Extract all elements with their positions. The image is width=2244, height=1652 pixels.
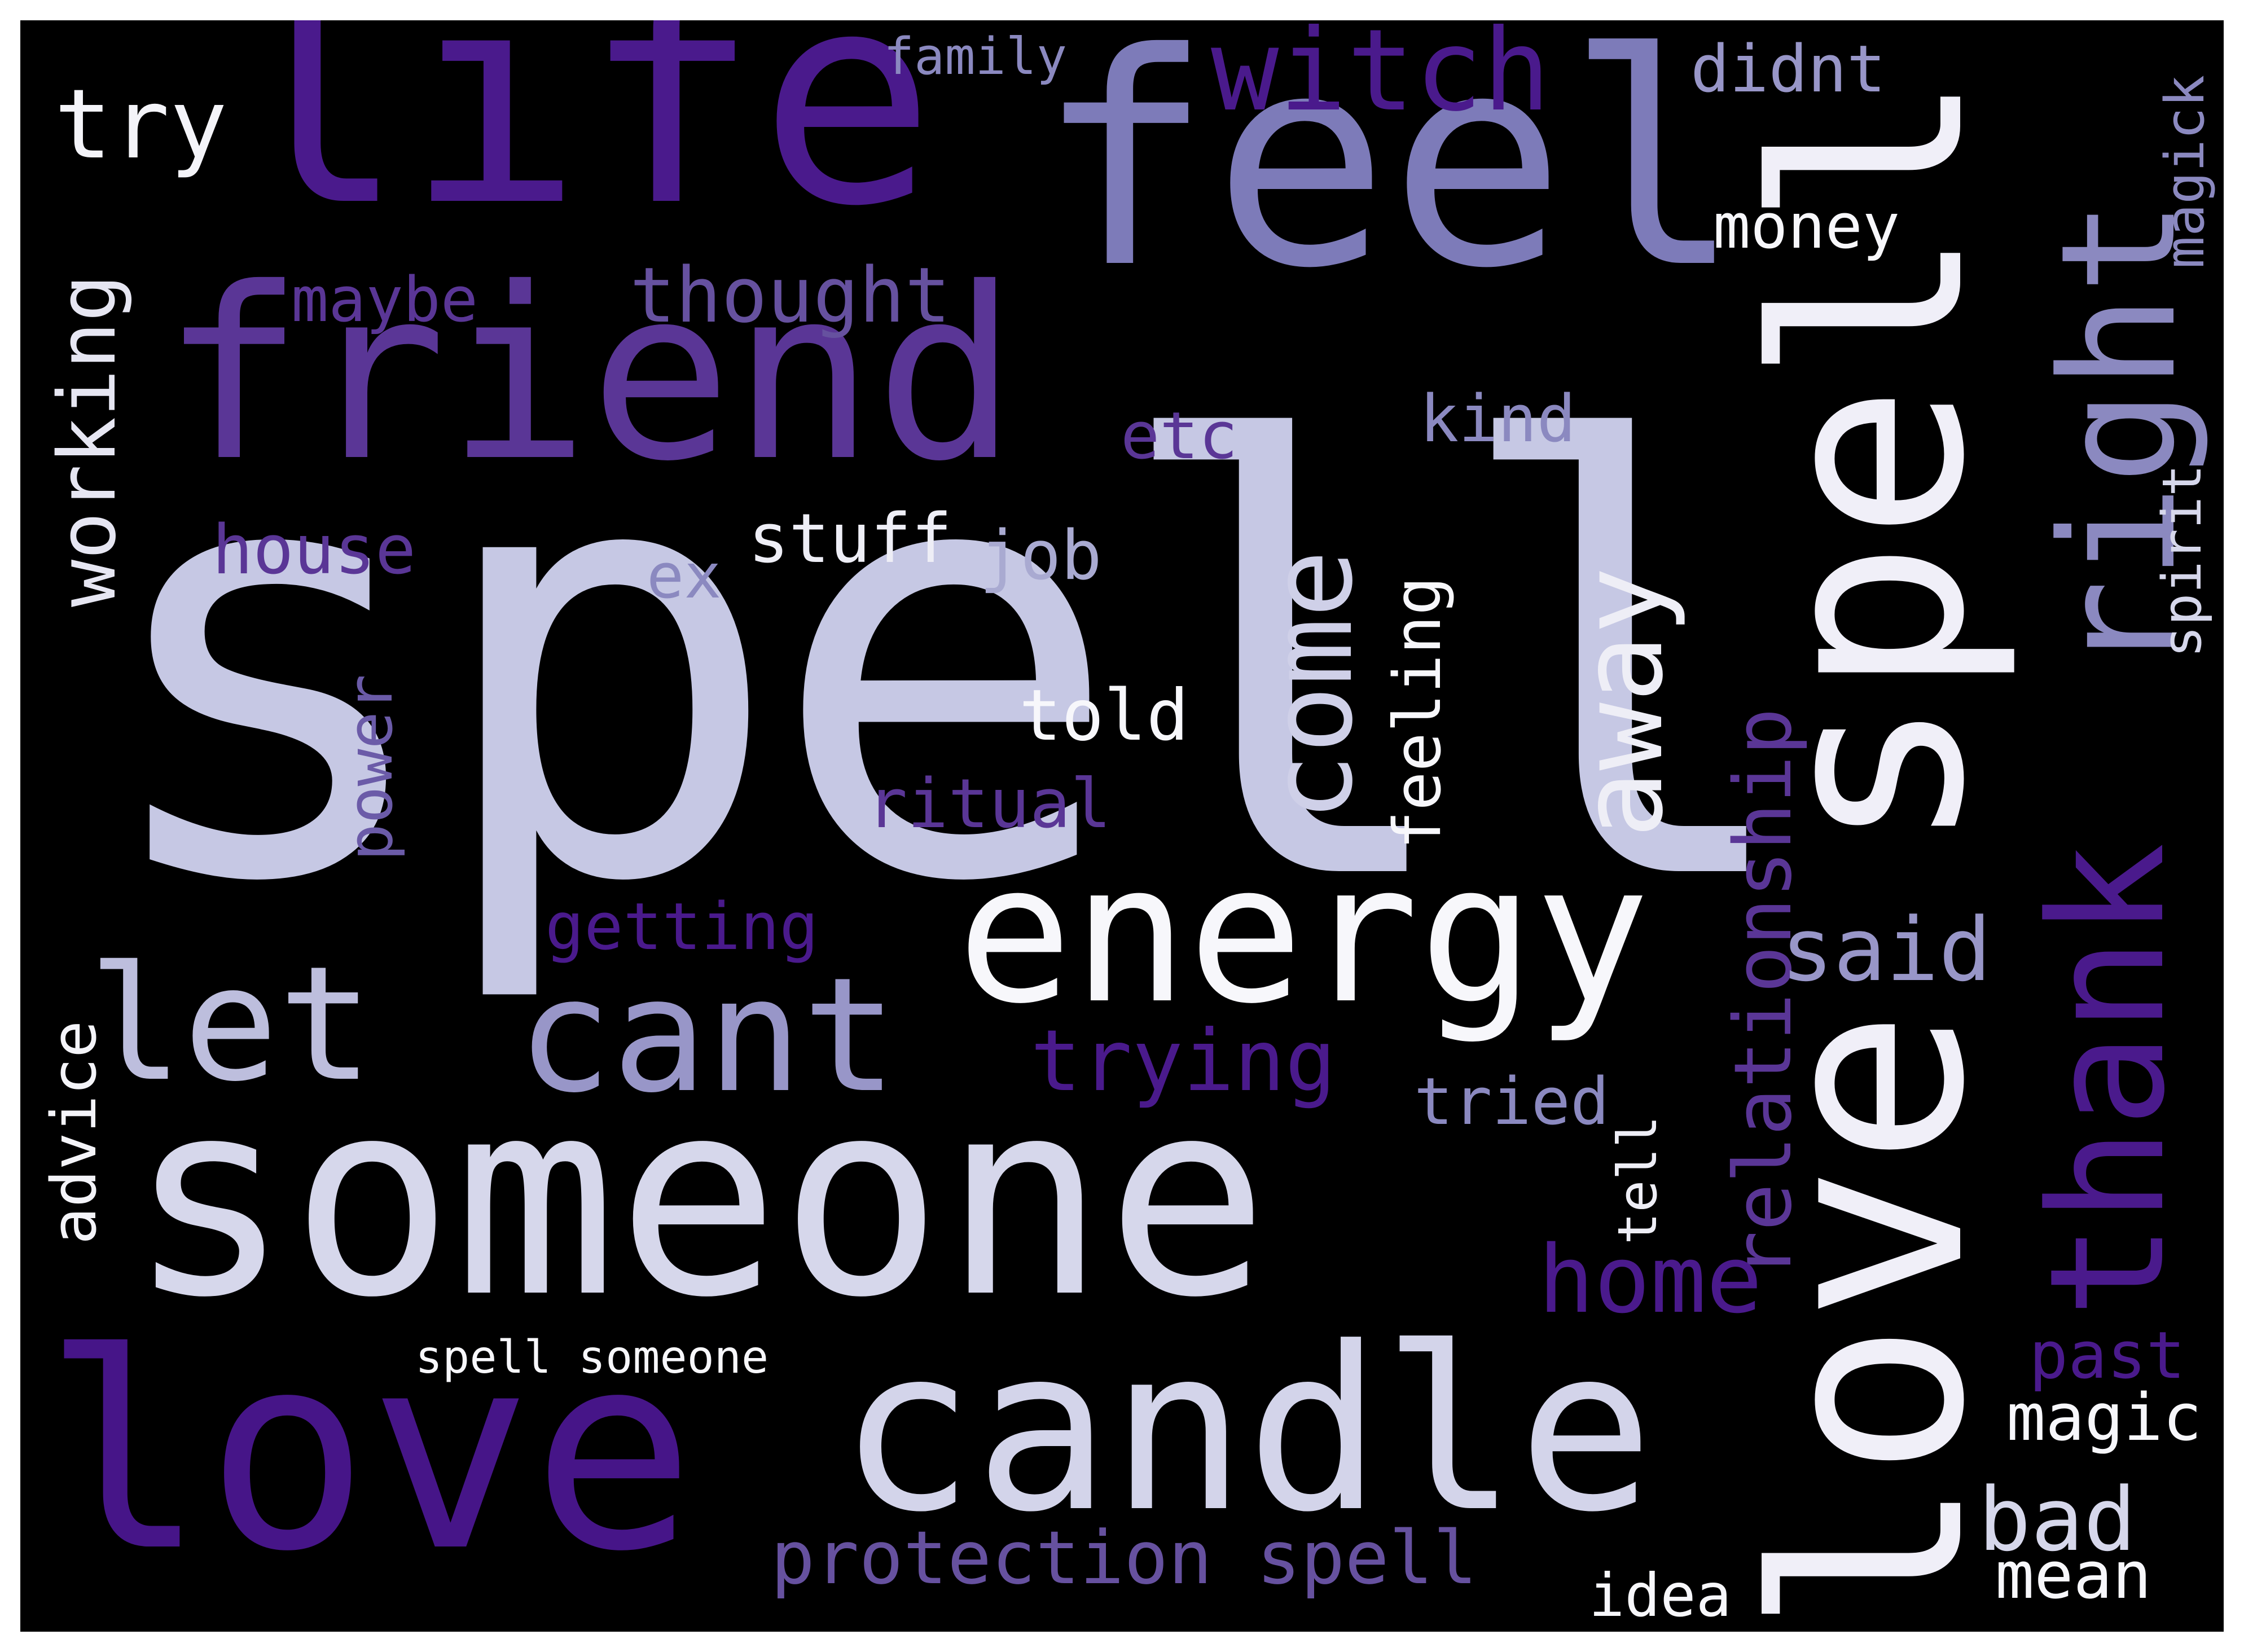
word-love: love <box>43 1295 695 1611</box>
word-feel: feel <box>1036 20 1743 332</box>
word-magic: magic <box>2006 1380 2202 1456</box>
word-didnt: didnt <box>1690 32 1886 107</box>
word-said: said <box>1781 899 1992 1001</box>
word-witch: witch <box>1211 20 1551 137</box>
word-cant: cant <box>517 944 898 1128</box>
word-maybe: maybe <box>291 263 478 336</box>
word-bad: bad <box>1978 1469 2136 1571</box>
word-someone: someone <box>128 1042 1269 1357</box>
word-stuff: stuff <box>748 500 952 578</box>
word-family: family <box>884 27 1068 86</box>
word-money: money <box>1713 190 1900 262</box>
word-magick: magick <box>2154 74 2216 269</box>
word-house: house <box>212 511 416 590</box>
word-home: home <box>1538 1225 1763 1334</box>
word-kind: kind <box>1420 381 1576 457</box>
word-getting: getting <box>545 889 819 965</box>
word-let: let <box>88 933 374 1117</box>
word-idea: idea <box>1589 1561 1732 1630</box>
word-etc: etc <box>1121 398 1238 474</box>
word-thought: thought <box>630 251 951 340</box>
word-ritual: ritual <box>867 765 1112 843</box>
word-protection-spell: protection spell <box>771 1515 1478 1601</box>
word-spirit: spirit <box>2151 464 2214 658</box>
word-trying: trying <box>1030 1012 1336 1110</box>
word-energy: energy <box>957 823 1650 1046</box>
word-life: life <box>229 20 936 270</box>
word-ex: ex <box>647 540 722 612</box>
word-mean: mean <box>1995 1538 2151 1614</box>
word-cloud: spell life feel friend love spell someon… <box>20 20 2224 1632</box>
word-past: past <box>2029 1318 2185 1394</box>
word-spell: spell <box>88 321 1804 1011</box>
word-advice: advice <box>38 1020 110 1245</box>
word-candle: candle <box>838 1299 1654 1562</box>
word-job: job <box>980 517 1102 595</box>
word-feeling: feeling <box>1380 576 1456 850</box>
word-told: told <box>1019 675 1189 757</box>
word-tried: tried <box>1414 1064 1610 1140</box>
word-working: working <box>42 274 134 607</box>
word-come: come <box>1246 550 1378 821</box>
word-spell-someone: spell someone <box>415 1331 769 1383</box>
word-power: power <box>334 674 406 861</box>
word-friend: friend <box>161 238 1018 513</box>
word-thank: thank <box>2016 842 2200 1318</box>
word-away: away <box>1557 566 1688 838</box>
word-try: try <box>54 69 228 181</box>
